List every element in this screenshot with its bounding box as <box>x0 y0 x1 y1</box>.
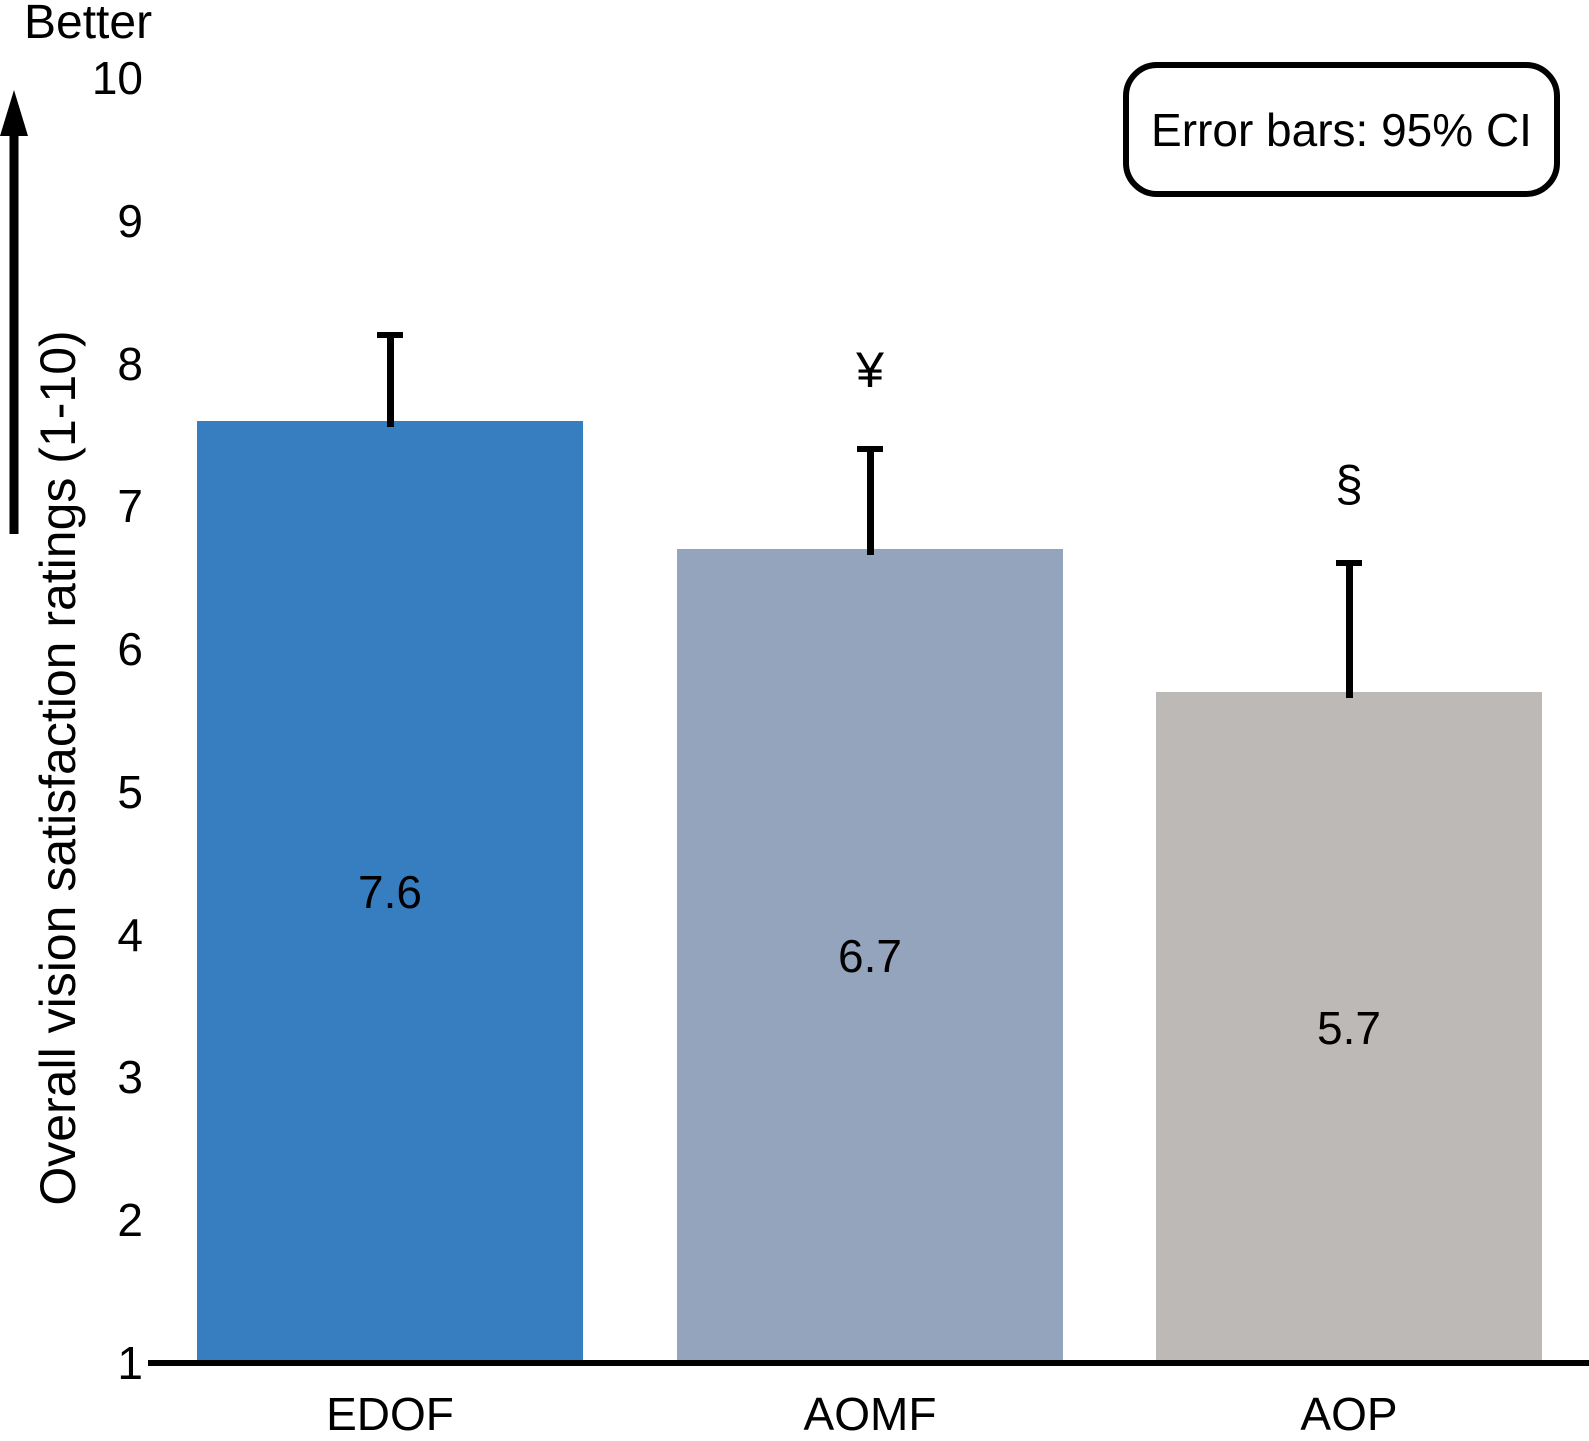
bar-edof: 7.6 <box>197 421 583 1363</box>
y-tick-label-2: 2 <box>117 1194 143 1246</box>
y-tick-label-9: 9 <box>117 195 143 247</box>
error-bar-cap-aomf <box>857 446 883 452</box>
y-tick-label-7: 7 <box>117 480 143 532</box>
y-tick-label-4: 4 <box>117 909 143 961</box>
bar-value-label-aop: 5.7 <box>1317 1001 1381 1054</box>
significance-marker-aomf: ¥ <box>856 342 884 398</box>
y-tick-label-5: 5 <box>117 766 143 818</box>
x-axis-line <box>148 1360 1589 1366</box>
x-axis-label-aop: AOP <box>1300 1388 1398 1440</box>
legend-text: Error bars: 95% CI <box>1151 103 1532 156</box>
error-bar-whisker-aomf <box>867 449 874 555</box>
error-bar-whisker-aop <box>1346 563 1353 698</box>
y-tick-label-1: 1 <box>117 1337 143 1389</box>
x-axis-label-aomf: AOMF <box>803 1388 937 1440</box>
y-tick-label-10: 10 <box>91 52 143 104</box>
y-tick-label-3: 3 <box>117 1051 143 1103</box>
error-bar-cap-aop <box>1336 560 1362 566</box>
significance-marker-aop: § <box>1335 456 1363 512</box>
bar-aomf: 6.7 <box>677 549 1063 1363</box>
bar-value-label-edof: 7.6 <box>358 866 422 918</box>
bar-value-label-aomf: 6.7 <box>838 930 902 982</box>
error-bars-legend-box: Error bars: 95% CI <box>1123 62 1560 197</box>
error-bar-whisker-edof <box>387 335 394 427</box>
better-label: Better <box>24 0 153 49</box>
up-arrow-icon <box>0 90 28 534</box>
y-tick-label-8: 8 <box>117 338 143 390</box>
x-axis-label-edof: EDOF <box>326 1388 454 1440</box>
error-bar-cap-edof <box>377 332 403 338</box>
y-tick-label-6: 6 <box>117 623 143 675</box>
bar-aop: 5.7 <box>1156 692 1542 1363</box>
